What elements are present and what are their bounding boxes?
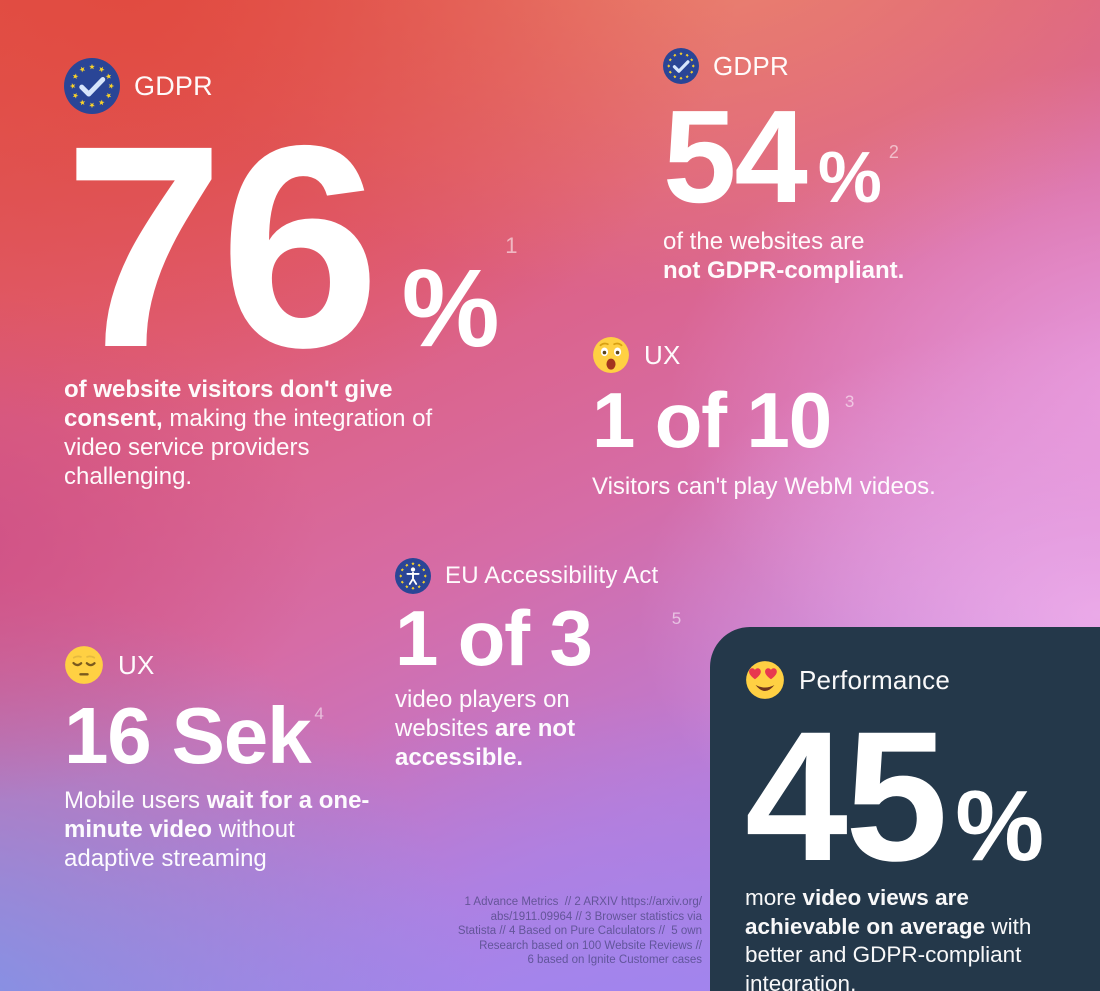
badge-gdpr: GDPR xyxy=(64,58,494,114)
badge-label: GDPR xyxy=(134,70,213,101)
footnote-line: 1 Advance Metrics // 2 ARXIV https://arx… xyxy=(464,896,702,909)
stat-description: of the websites are not GDPR-compliant. xyxy=(663,227,963,285)
footnote-ref: 4 xyxy=(314,704,324,723)
stat-gdpr-compliance: GDPR 54 % 2 of the websites are not GDPR-… xyxy=(663,48,963,285)
stat-description: more video views are achievable on avera… xyxy=(745,884,1081,991)
footnote-line: Statista // 4 Based on Pure Calculators … xyxy=(457,925,702,938)
description-pre: video players on websites xyxy=(395,686,570,742)
value-number: 16 Sek xyxy=(64,691,312,780)
badge-ux: UX xyxy=(64,645,404,685)
badge-label: Performance xyxy=(799,664,951,695)
badge-label: GDPR xyxy=(713,50,789,81)
value-number: 54 xyxy=(663,83,808,230)
pensive-emoji-icon xyxy=(64,645,104,685)
astonished-emoji-icon xyxy=(592,336,630,374)
badge-gdpr: GDPR xyxy=(663,48,963,84)
footnote-ref: 3 xyxy=(844,392,855,411)
stat-accessibility: EU Accessibility Act 1 of 3 5 video play… xyxy=(395,558,695,772)
performance-card: Performance 45 % more video views are ac… xyxy=(710,627,1100,991)
value-number: 1 of 3 xyxy=(395,594,593,682)
eu-accessibility-icon xyxy=(395,558,431,594)
footnote-line: abs/1911.09964 // 3 Browser statistics v… xyxy=(490,910,702,923)
footnote-ref: 1 xyxy=(505,233,518,258)
stat-value: 54 % 2 xyxy=(663,91,963,223)
stat-value: 16 Sek 4 xyxy=(64,696,404,776)
description-pre: more xyxy=(745,885,803,910)
description-rest: making the integration of video service … xyxy=(64,405,433,490)
footnote-line: 6 based on Ignite Customer cases xyxy=(527,954,702,967)
stat-value: 76 % 1 xyxy=(64,86,517,408)
badge-label: UX xyxy=(644,339,681,370)
percent-sign: % xyxy=(401,247,500,370)
stat-value: 1 of 3 5 xyxy=(395,599,695,677)
stat-description: Mobile users wait for a one-minute video… xyxy=(64,786,370,873)
value-number: 1 of 10 xyxy=(592,376,832,464)
percent-sign: % xyxy=(955,770,1044,882)
description-line1: of the websites are xyxy=(663,228,865,255)
stat-ux-webm: UX 1 of 10 3 Visitors can't play WebM vi… xyxy=(592,336,1012,501)
stat-description: Visitors can't play WebM videos. xyxy=(592,473,936,500)
footnote-ref: 2 xyxy=(888,142,899,162)
description-line2-bold: not GDPR-compliant. xyxy=(663,257,905,284)
description-bold: wait for a one-minute video xyxy=(64,787,370,843)
description-bold: are not accessible. xyxy=(395,715,576,771)
description-bold: video views are achievable on average xyxy=(745,885,986,939)
eu-gdpr-check-icon xyxy=(663,48,699,84)
footnotes-text: 1 Advance Metrics // 2 ARXIV https://arx… xyxy=(452,895,702,968)
stat-description: video players on websites are not access… xyxy=(395,685,637,772)
description-rest: without adaptive streaming xyxy=(64,816,295,872)
percent-sign: % xyxy=(817,138,882,218)
badge-ux: UX xyxy=(592,336,1012,374)
stat-value: 45 % xyxy=(745,705,1080,890)
badge-performance: Performance xyxy=(745,660,1080,700)
footnote-ref: 5 xyxy=(671,609,682,628)
badge-eu-accessibility: EU Accessibility Act xyxy=(395,558,695,594)
description-rest: with better and GDPR-compliant integrati… xyxy=(745,913,1032,991)
badge-label: UX xyxy=(118,649,155,680)
stat-value: 1 of 10 3 xyxy=(592,381,1012,459)
stat-ux-wait: UX 16 Sek 4 Mobile users wait for a one-… xyxy=(64,645,404,873)
badge-label: EU Accessibility Act xyxy=(445,562,659,589)
value-number: 76 xyxy=(64,86,380,408)
stat-gdpr-consent: GDPR 76 % 1 of website visitors don't gi… xyxy=(64,58,517,491)
footnote-line: Research based on 100 Website Reviews // xyxy=(479,939,702,952)
description-bold: of website visitors don't give consent, xyxy=(64,376,393,432)
description-pre: Mobile users xyxy=(64,787,207,814)
stat-description: of website visitors don't give consent, … xyxy=(64,375,436,491)
value-number: 45 xyxy=(745,694,948,900)
